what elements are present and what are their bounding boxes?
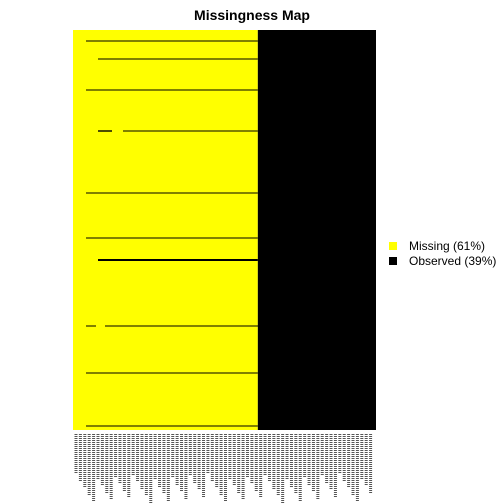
observed-block: [257, 30, 376, 430]
legend-label-missing: Missing (61%): [409, 238, 486, 253]
legend-item-observed: Observed (39%): [389, 253, 496, 268]
missing-block: [73, 30, 258, 430]
legend-item-missing: Missing (61%): [389, 238, 496, 253]
chart-title: Missingness Map: [194, 7, 310, 23]
legend-swatch-observed: [389, 256, 397, 265]
legend: Missing (61%) Observed (39%): [389, 238, 496, 268]
x-tick-labels: [74, 434, 373, 503]
legend-label-observed: Observed (39%): [409, 253, 497, 268]
legend-swatch-missing: [389, 241, 397, 250]
heatmap-plot-area: [73, 30, 376, 430]
